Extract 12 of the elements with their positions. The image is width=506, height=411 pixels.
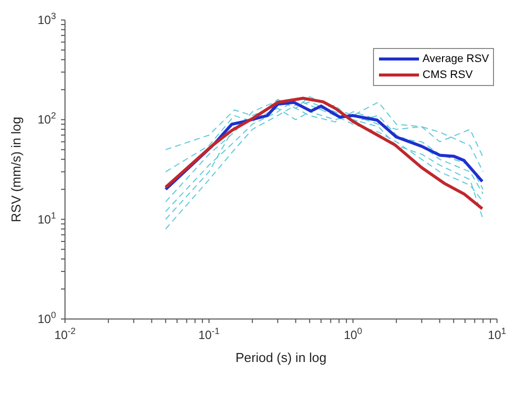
- y-tick-label: 10$^{1}$: [38, 210, 56, 226]
- x-axis-title: Period (s) in log: [235, 350, 327, 365]
- y-tick-label: 10$^{0}$: [38, 310, 56, 326]
- legend-label: Average RSV: [422, 53, 489, 65]
- x-tick-label: 10$^{-2}$: [54, 326, 76, 342]
- x-tick-label: 10$^{0}$: [344, 326, 362, 342]
- y-axis-title: RSV (mm/s) in log: [8, 116, 24, 222]
- legend-label: CMS RSV: [422, 69, 473, 81]
- y-tick-label: 10$^{3}$: [38, 11, 56, 27]
- x-tick-label: 10$^{1}$: [488, 326, 506, 342]
- y-tick-label: 10$^{2}$: [38, 110, 56, 127]
- x-tick-label: 10$^{-1}$: [198, 326, 220, 342]
